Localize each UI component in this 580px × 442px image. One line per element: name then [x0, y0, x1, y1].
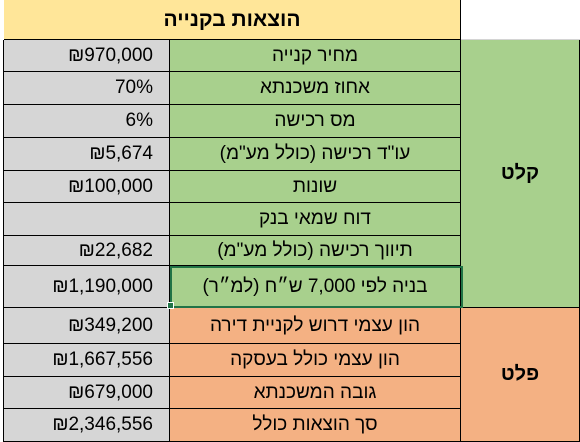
table-title[interactable]: הוצאות בקנייה: [4, 0, 461, 40]
label-cell-brokerage[interactable]: תיווך רכישה (כולל מע"מ): [170, 236, 461, 266]
value-cell-mortgage-amount[interactable]: ₪679,000: [4, 377, 170, 409]
value-cell-purchase-price[interactable]: ₪970,000: [4, 40, 170, 72]
value-cell-required-equity[interactable]: ₪349,200: [4, 308, 170, 344]
value-cell-mortgage-percent[interactable]: 70%: [4, 72, 170, 105]
label-cell-purchase-price[interactable]: מחיר קנייה: [170, 40, 461, 72]
label-cell-total-expenses[interactable]: סך הוצאות כולל: [170, 409, 461, 442]
label-cell-mortgage-amount[interactable]: גובה המשכנתא: [170, 377, 461, 409]
label-cell-required-equity[interactable]: הון עצמי דרוש לקניית דירה: [170, 308, 461, 344]
label-cell-lawyer-fee[interactable]: עו"ד רכישה (כולל מע"מ): [170, 138, 461, 171]
label-cell-total-equity[interactable]: הון עצמי כולל בעסקה: [170, 344, 461, 377]
value-cell-total-equity[interactable]: ₪1,667,556: [4, 344, 170, 377]
empty-cell[interactable]: [461, 0, 580, 40]
value-cell-lawyer-fee[interactable]: ₪5,674: [4, 138, 170, 171]
label-cell-misc[interactable]: שונות: [170, 171, 461, 203]
input-section-label[interactable]: קלט: [461, 40, 580, 308]
value-cell-construction[interactable]: ₪1,190,000: [4, 266, 170, 308]
label-cell-mortgage-percent[interactable]: אחוז משכנתא: [170, 72, 461, 105]
output-section-label[interactable]: פלט: [461, 308, 580, 442]
value-cell-brokerage[interactable]: ₪22,682: [4, 236, 170, 266]
value-cell-bank-appraisal[interactable]: [4, 203, 170, 236]
column-edge: [0, 40, 4, 442]
value-cell-total-expenses[interactable]: ₪2,346,556: [4, 409, 170, 442]
label-cell-construction[interactable]: בניה לפי 7,000 ש״ח (למ״ר): [170, 266, 461, 308]
label-cell-purchase-tax[interactable]: מס רכישה: [170, 105, 461, 138]
value-cell-purchase-tax[interactable]: 6%: [4, 105, 170, 138]
value-cell-misc[interactable]: ₪100,000: [4, 171, 170, 203]
label-cell-bank-appraisal[interactable]: דוח שמאי בנק: [170, 203, 461, 236]
fill-handle[interactable]: [167, 302, 174, 309]
